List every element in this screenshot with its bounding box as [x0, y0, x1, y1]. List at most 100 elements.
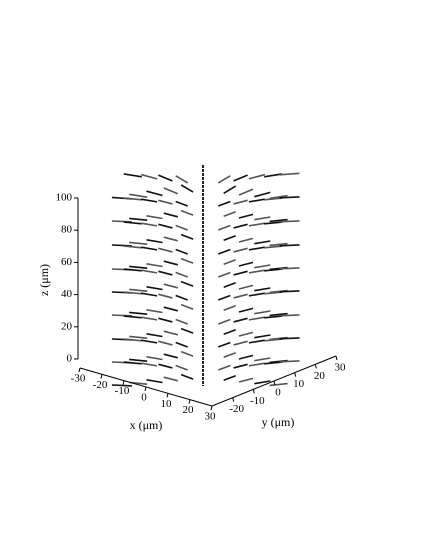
vector-arrow [223, 259, 236, 266]
vector-arrow [163, 306, 178, 312]
vector-arrow [158, 340, 173, 346]
vector-arrow [233, 363, 248, 369]
y-tick [294, 372, 297, 377]
vector-arrow [218, 248, 231, 255]
y-tick-label: -20 [229, 403, 244, 415]
vector-arrow [223, 305, 236, 312]
vector-arrow [163, 353, 178, 359]
x-tick [166, 393, 169, 398]
vector-arrow [264, 338, 283, 342]
vector-arrow [238, 213, 254, 219]
vector-arrow [233, 270, 248, 276]
vector-arrow [248, 269, 266, 274]
vector-arrow [175, 341, 188, 348]
vector-arrow [279, 267, 300, 270]
vector-arrow [129, 311, 148, 315]
vector-arrow [269, 312, 288, 317]
vector-arrow [223, 235, 236, 242]
vector-arrow [158, 174, 173, 182]
vector-arrow [146, 239, 163, 244]
vector-arrow [264, 245, 283, 249]
vector-arrow [248, 292, 266, 297]
vector-arrow [223, 329, 236, 336]
vector-arrow [233, 317, 248, 323]
y-axis-label: y (μm) [262, 415, 295, 429]
y-tick [232, 397, 235, 402]
vector-arrow [123, 268, 142, 272]
vector-arrow [279, 172, 300, 176]
vector-arrow [123, 315, 142, 319]
vector-arrow [254, 191, 271, 198]
vector-arrow [163, 236, 178, 242]
vector-arrow [163, 376, 178, 382]
y-tick [314, 364, 317, 369]
vector-arrow [158, 223, 173, 229]
z-tick-label: 100 [56, 192, 73, 204]
vector-arrow [218, 200, 231, 207]
vector-arrow [180, 280, 194, 287]
x-tick [188, 399, 191, 404]
vector-arrow [163, 187, 179, 195]
vector-arrow [180, 350, 194, 357]
vector-arrow [163, 212, 178, 218]
vector-arrow [264, 291, 283, 295]
y-tick [252, 389, 255, 394]
x-tick-label: -30 [71, 373, 86, 385]
vector-arrow [123, 361, 142, 365]
y-tick-label: -10 [250, 395, 265, 407]
vector-arrow [175, 294, 188, 301]
vector-arrow [233, 247, 248, 253]
vector-arrow [158, 317, 173, 323]
y-tick-label: 30 [335, 362, 347, 374]
vector-arrow [223, 375, 236, 382]
vector-arrow [129, 241, 148, 245]
vector-arrow [175, 271, 188, 278]
vector-arrow [175, 224, 188, 231]
vector-arrow [158, 247, 173, 253]
vector-arrow [279, 360, 300, 363]
vector-arrow [129, 335, 148, 339]
vector-arrow [233, 293, 248, 299]
vector-arrow [238, 331, 254, 337]
vector-arrow [123, 221, 142, 225]
vector-arrow [217, 175, 231, 184]
vector-arrow [111, 384, 132, 387]
vector-arrow [175, 175, 189, 184]
x-tick [144, 386, 147, 392]
vector-arrow [248, 222, 266, 227]
vector-arrow [146, 190, 163, 197]
x-tick-label: 10 [161, 398, 173, 410]
vector-arrow [218, 271, 231, 278]
x-tick-label: -20 [93, 379, 108, 391]
vector-arrow [175, 200, 188, 207]
vector-arrow [146, 356, 163, 361]
vector-arrow [279, 314, 300, 317]
x-tick [78, 367, 81, 373]
vector-arrow [254, 380, 271, 385]
vector-arrow [180, 184, 194, 193]
y-tick [335, 355, 338, 361]
vector-arrow [233, 199, 248, 205]
vector-arrow [248, 198, 266, 203]
vector-arrow [175, 364, 188, 371]
vector-field [111, 165, 300, 387]
vector-arrow [129, 193, 148, 198]
vector-arrow [279, 196, 300, 199]
vector-arrow [218, 341, 231, 348]
vector-arrow [180, 327, 194, 334]
vector-arrow [146, 263, 163, 268]
vector-arrow [175, 318, 188, 325]
vector-arrow [238, 284, 254, 290]
vector-arrow [218, 224, 231, 231]
vector-arrow [223, 185, 237, 194]
vector-arrow [248, 173, 266, 180]
vector-arrow [140, 269, 158, 274]
vector-arrow [254, 310, 271, 315]
vector-arrow [223, 282, 236, 289]
x-tick-label: 20 [183, 404, 195, 416]
vector-arrow [163, 260, 178, 266]
vector-arrow [223, 352, 236, 359]
vector-arrow [264, 173, 283, 178]
